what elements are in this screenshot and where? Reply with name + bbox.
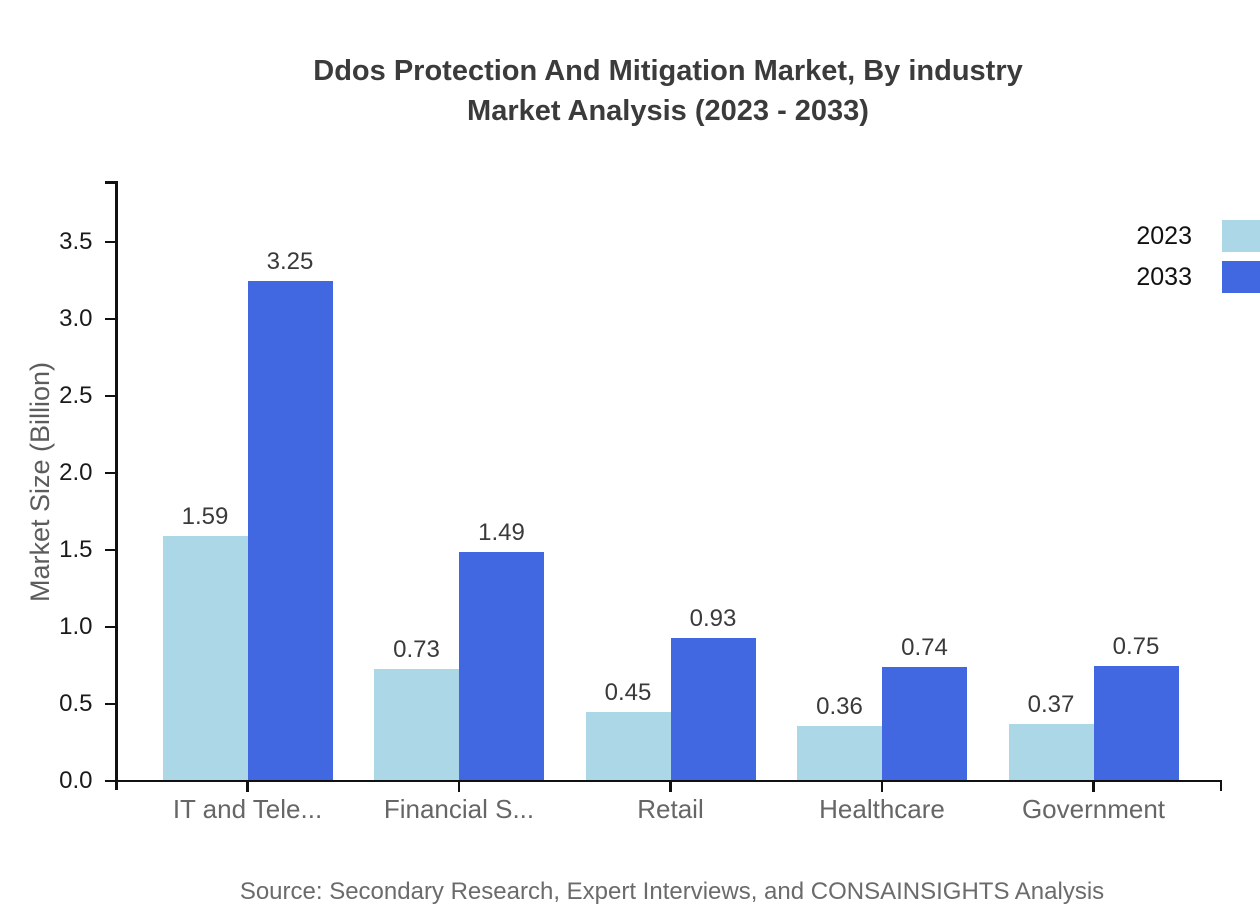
y-tick-label-3.5: 3.5 [59,227,93,255]
x-tick-mark [1092,782,1095,792]
x-axis-end-tick [1219,779,1222,791]
bar-2023-financial-s [374,668,459,781]
x-axis-line [115,779,1222,783]
bar-2023-healthcare [797,725,882,781]
x-tick-mark [246,782,249,792]
bar-value-label: 1.49 [478,518,525,546]
y-tick-label-0.0: 0.0 [59,766,93,794]
y-tick-label-1.0: 1.0 [59,612,93,640]
legend-swatch-2033 [1222,261,1260,293]
bar-value-label: 1.59 [181,503,229,531]
category-label: Government [1021,794,1166,824]
chart-title-line2: Market Analysis (2023 - 2033) [467,95,869,127]
legend-item-2033: 2033 [1000,261,1260,293]
x-tick-mark [880,782,884,792]
y-tick-mark-3.5 [105,240,116,244]
bar-2033-financial-s [459,551,544,781]
bar-value-label: 0.75 [1112,632,1160,660]
bar-value-label: 3.25 [266,247,314,275]
y-tick-label-1.5: 1.5 [59,535,93,563]
category-label: Retail [637,794,704,824]
category-label: Healthcare [819,794,945,824]
bar-value-label: 0.93 [689,604,737,632]
category-label: IT and Tele... [172,794,323,824]
bar-2033-it-and-tele [247,280,333,781]
category-label: Financial S... [383,794,535,824]
legend-label-2023: 2023 [1136,222,1192,250]
x-tick-mark [457,782,461,792]
bar-value-label: 0.36 [816,692,863,720]
bar-2033-government [1093,665,1179,781]
legend-swatch-2023 [1222,220,1260,252]
bar-value-label: 0.45 [604,678,652,706]
y-tick-mark-0.5 [105,702,116,706]
y-tick-label-2.5: 2.5 [59,381,93,409]
bar-2023-it-and-tele [162,536,248,781]
y-tick-mark-2.0 [105,471,116,475]
y-tick-mark-1.5 [105,548,116,552]
y-tick-mark-1.0 [105,625,116,629]
legend-label-2033: 2033 [1136,263,1192,291]
x-tick-mark [669,782,672,792]
chart-title-line1: Ddos Protection And Mitigation Market, B… [313,55,1023,87]
y-tick-mark-2.5 [105,394,116,398]
bar-value-label: 0.37 [1027,691,1075,719]
source-attribution: Source: Secondary Research, Expert Inter… [239,878,1105,905]
y-axis-line [115,181,118,790]
chart-title: Ddos Protection And Mitigation Market, B… [114,51,1222,131]
y-tick-label-0.5: 0.5 [59,689,93,717]
bar-2033-healthcare [882,667,967,781]
y-tick-label-2.0: 2.0 [59,458,93,486]
y-axis-end-tick [105,181,116,184]
y-tick-mark-3.0 [105,317,116,321]
y-tick-mark-0.0 [105,779,116,783]
bar-2023-retail [585,711,671,781]
bar-2033-retail [670,637,756,781]
bar-value-label: 0.74 [901,634,948,662]
y-tick-label-3.0: 3.0 [59,304,93,332]
bar-value-label: 0.73 [393,635,440,663]
legend-item-2023: 2023 [1000,220,1260,252]
bar-2023-government [1008,724,1094,781]
